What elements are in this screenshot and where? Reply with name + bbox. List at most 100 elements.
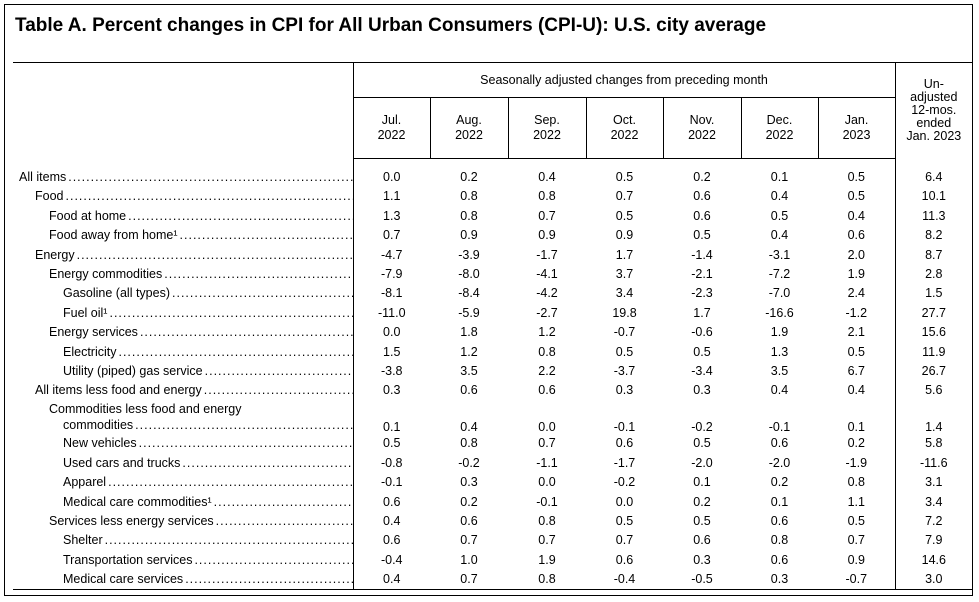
monthly-value: -0.1: [380, 475, 403, 490]
monthly-value: 0.7: [847, 533, 865, 548]
cpi-table: Seasonally adjusted changes from precedi…: [13, 62, 973, 590]
monthly-value: -3.8: [380, 364, 403, 378]
monthly-value: -4.1: [536, 267, 558, 282]
unadjusted-value: 27.7: [894, 303, 973, 323]
monthly-value: 1.9: [538, 552, 556, 567]
monthly-value: 0.5: [847, 170, 865, 185]
table-row: Medical care services...................…: [13, 569, 973, 589]
monthly-value: 1.9: [770, 325, 789, 340]
table-frame: Table A. Percent changes in CPI for All …: [4, 4, 973, 596]
monthly-value: 0.1: [383, 419, 401, 434]
monthly-value: 0.3: [615, 383, 634, 398]
monthly-value: 0.0: [383, 325, 401, 340]
monthly-value: 0.8: [538, 513, 556, 528]
monthly-value: 0.8: [460, 208, 478, 223]
table-row: Apparel.................................…: [13, 472, 973, 492]
monthly-value: 0.0: [538, 475, 556, 490]
monthly-value: 0.8: [538, 344, 556, 359]
monthly-value: 1.8: [460, 325, 478, 340]
monthly-value: -2.1: [691, 267, 713, 282]
unadjusted-value: 14.6: [894, 549, 973, 570]
monthly-value: 0.8: [770, 533, 789, 548]
monthly-value: 0.1: [847, 419, 865, 434]
monthly-value: -2.0: [691, 455, 713, 470]
stub-header: [13, 62, 354, 159]
monthly-value: 0.0: [383, 170, 401, 185]
table-row: Gasoline (all types)....................…: [13, 283, 973, 304]
row-label: Energy commodities......................…: [13, 264, 354, 284]
monthly-value: 0.3: [693, 383, 711, 398]
monthly-value: 3.5: [770, 364, 789, 378]
month-header: Jul. 2022: [353, 97, 431, 159]
monthly-value: 0.6: [770, 513, 789, 528]
monthly-value: 0.9: [460, 228, 478, 243]
monthly-value: 1.7: [693, 305, 711, 320]
monthly-value: 0.7: [615, 533, 634, 548]
monthly-value: -3.9: [458, 247, 480, 262]
monthly-value: 0.6: [693, 189, 711, 204]
monthly-value: 0.6: [460, 513, 478, 528]
unadjusted-value: 2.8: [894, 264, 973, 284]
monthly-value: 0.2: [460, 170, 478, 185]
row-label: Food at home............................…: [13, 206, 354, 226]
monthly-value: 0.9: [615, 228, 634, 243]
table-row: Energy commodities......................…: [13, 264, 973, 284]
monthly-value: -8.4: [458, 286, 480, 301]
monthly-value: 0.3: [460, 475, 478, 490]
unadjusted-value: 3.1: [894, 472, 973, 492]
monthly-value: -1.7: [613, 455, 636, 470]
row-label: Medical care services...................…: [13, 569, 354, 589]
monthly-value: 0.3: [770, 572, 789, 587]
monthly-value: 0.4: [847, 208, 865, 223]
monthly-value: -0.1: [536, 494, 558, 509]
row-label: New vehicles............................…: [13, 433, 354, 454]
row-label: Services less energy services...........…: [13, 511, 354, 531]
monthly-value: -7.9: [380, 267, 403, 282]
monthly-value: 0.1: [770, 170, 789, 185]
table-row: Food away from home¹....................…: [13, 225, 973, 245]
monthly-value: -0.2: [458, 455, 480, 470]
monthly-value: 0.6: [615, 436, 634, 451]
monthly-value: 0.7: [538, 436, 556, 451]
monthly-value: 1.3: [770, 344, 789, 359]
unadjusted-value: 26.7: [894, 361, 973, 381]
monthly-value: -0.2: [691, 419, 713, 434]
month-header: Nov. 2022: [663, 97, 742, 159]
monthly-value: 0.6: [693, 208, 711, 223]
month-header: Aug. 2022: [430, 97, 509, 159]
monthly-value: -3.1: [768, 247, 791, 262]
monthly-value: -1.4: [691, 247, 713, 262]
monthly-value: 0.2: [693, 170, 711, 185]
monthly-value: 19.8: [612, 305, 637, 320]
row-label: Electricity.............................…: [13, 341, 354, 362]
row-label: Shelter.................................…: [13, 530, 354, 550]
monthly-value: 0.7: [460, 533, 478, 548]
monthly-value: 0.3: [383, 383, 401, 398]
monthly-value: -3.7: [613, 364, 636, 378]
row-label: Energy services.........................…: [13, 322, 354, 342]
monthly-value: 0.4: [538, 170, 556, 185]
monthly-value: -0.1: [768, 419, 791, 434]
month-header: Sep. 2022: [508, 97, 587, 159]
unadjusted-header: Un- adjusted 12-mos. ended Jan. 2023: [894, 62, 973, 159]
monthly-value: 3.4: [615, 286, 634, 301]
monthly-value: 0.9: [847, 552, 865, 567]
month-header-row: Jul. 2022 Aug. 2022 Sep. 2022 Oct. 2022 Nov. 2022…: [13, 97, 972, 159]
row-label: All items less food and energy..........…: [13, 380, 354, 401]
monthly-value: 3.7: [615, 267, 634, 282]
monthly-value: 0.4: [770, 189, 789, 204]
monthly-value: 2.0: [847, 247, 865, 262]
monthly-value: -0.7: [845, 572, 868, 587]
monthly-value: -0.1: [613, 419, 636, 434]
monthly-value: 0.5: [615, 170, 634, 185]
table-row: Energy..................................…: [13, 244, 973, 265]
table-title: Table A. Percent changes in CPI for All …: [15, 15, 767, 36]
table-row: Electricity.............................…: [13, 341, 973, 362]
monthly-value: 0.5: [693, 513, 711, 528]
unadjusted-value: 15.6: [894, 322, 973, 342]
monthly-value: 0.8: [460, 436, 478, 451]
monthly-value: 6.7: [847, 364, 865, 378]
monthly-value: -4.7: [380, 247, 403, 262]
monthly-value: -7.2: [768, 267, 791, 282]
unadjusted-value: 11.9: [894, 341, 973, 362]
